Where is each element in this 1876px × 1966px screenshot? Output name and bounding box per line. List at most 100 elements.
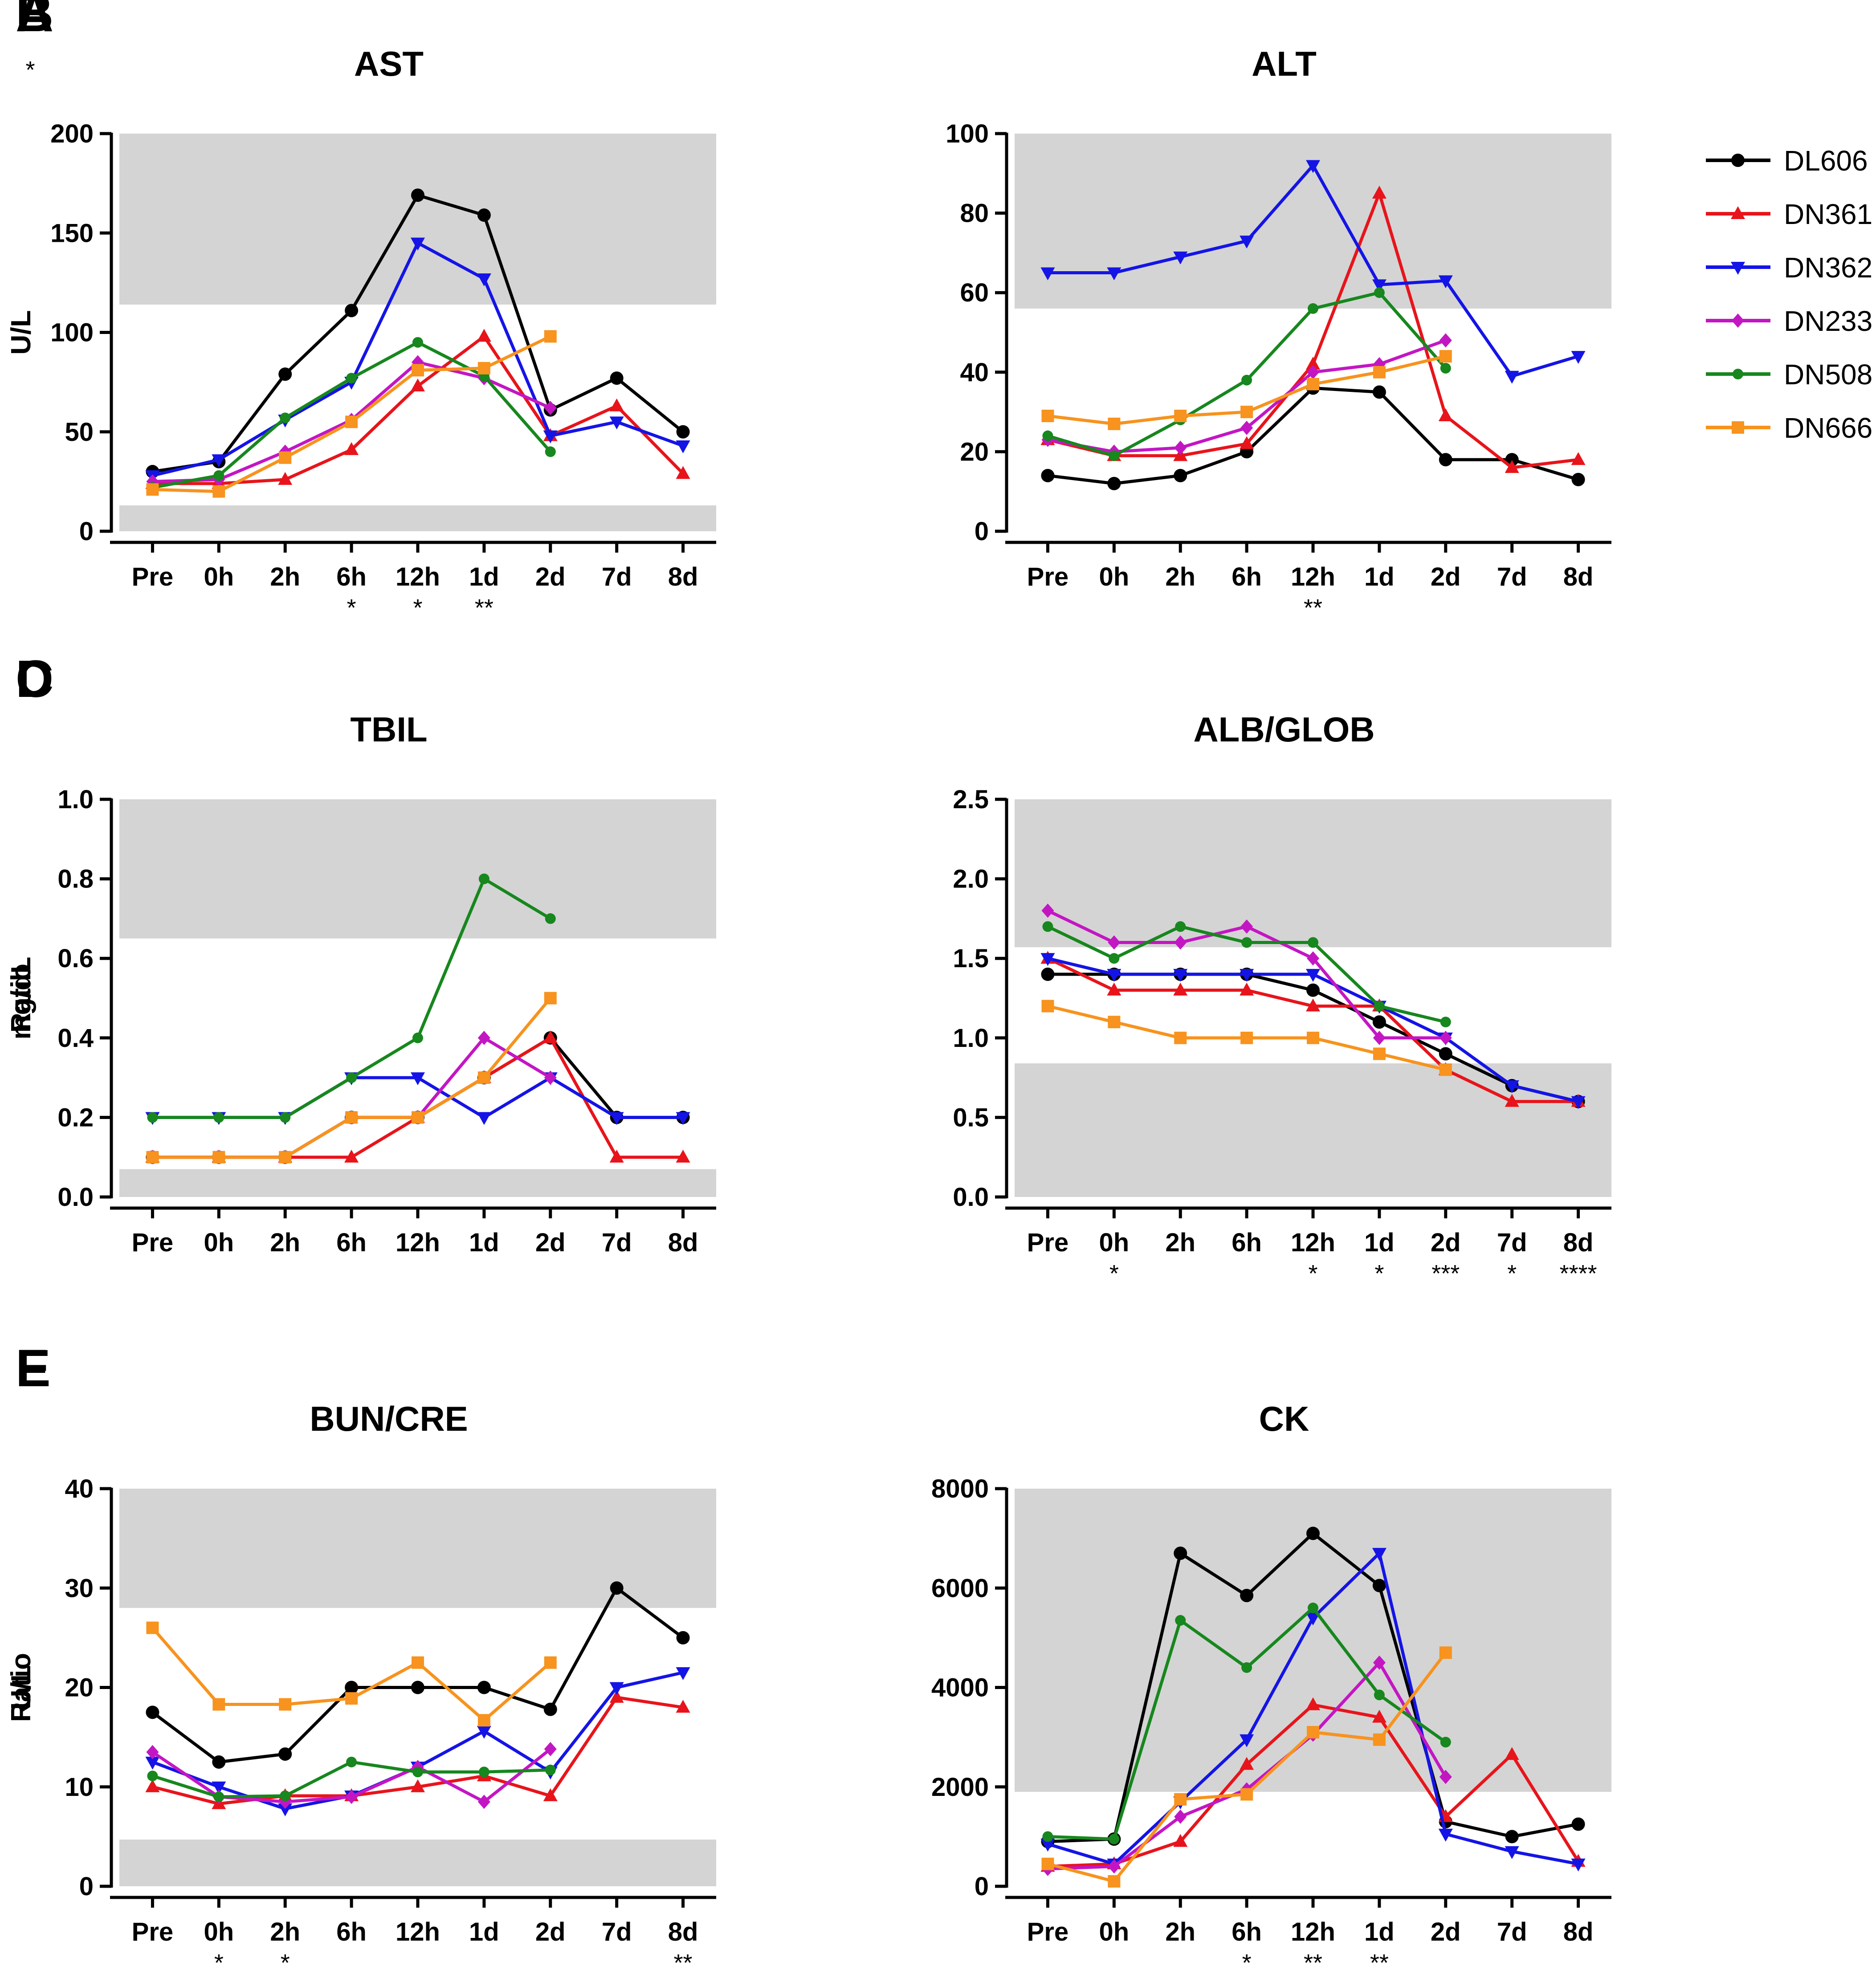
data-point [1438, 1828, 1453, 1842]
y-tick-label: 50 [65, 418, 94, 447]
x-tick-label: 2d [1431, 1228, 1461, 1257]
data-point [1372, 279, 1387, 293]
series-dn666 [1041, 1000, 1452, 1076]
y-tick-label: 0 [79, 517, 94, 546]
data-point [1108, 1875, 1121, 1888]
data-point [1174, 410, 1187, 423]
series-line [151, 1586, 684, 1764]
data-point [278, 367, 292, 381]
data-point [145, 1756, 160, 1770]
y-tick-label: 60 [960, 278, 989, 307]
x-tick-label: 0h [1099, 1228, 1129, 1257]
data-point [477, 1726, 491, 1739]
x-tick-label: 6h [1232, 562, 1262, 591]
data-point [1108, 1016, 1121, 1029]
data-point [145, 1779, 160, 1792]
data-point [345, 1692, 358, 1705]
data-point [279, 451, 292, 464]
x-tick-label: 2h [1165, 1917, 1195, 1946]
data-point [1240, 420, 1253, 435]
data-point [1571, 1817, 1585, 1831]
data-point [1041, 904, 1054, 918]
data-point [1373, 1655, 1386, 1670]
data-point [544, 401, 557, 415]
x-tick-label: 6h [336, 1228, 367, 1257]
series-dn666 [146, 330, 557, 498]
y-tick-label: 0 [975, 1872, 989, 1901]
x-tick-label: 8d [668, 1917, 698, 1946]
x-tick-label: 2h [270, 1917, 300, 1946]
data-point [1240, 1588, 1254, 1602]
significance-mark: * [1109, 1260, 1119, 1287]
data-point [213, 470, 224, 481]
chart-title: CK [1259, 1399, 1309, 1438]
x-tick-label: 1d [1364, 562, 1395, 591]
y-tick-label: 6000 [931, 1574, 989, 1603]
data-point [1175, 921, 1186, 932]
data-point [544, 1071, 557, 1085]
significance-mark: * [1507, 1260, 1517, 1287]
x-tick-label: 0h [204, 1917, 234, 1946]
series-dn508 [1042, 921, 1451, 1028]
legend-label: DN362 [1784, 252, 1872, 284]
data-point [1240, 1788, 1253, 1801]
y-tick-label: 0.4 [57, 1024, 94, 1053]
y-axis-label: U/L [6, 1665, 37, 1710]
data-point [212, 454, 226, 468]
data-point [1440, 1017, 1451, 1028]
x-tick-label: 0h [204, 562, 234, 591]
chart-title: TBIL [350, 710, 427, 749]
x-tick-label: Pre [1027, 1917, 1069, 1946]
data-point [411, 1681, 424, 1694]
data-point [1306, 160, 1320, 173]
data-point [212, 1781, 226, 1795]
series-dl606 [146, 1581, 690, 1769]
data-point [1109, 953, 1120, 964]
y-tick-label: 20 [65, 1673, 94, 1702]
legend-label: DN233 [1784, 305, 1872, 337]
data-point [676, 1700, 690, 1713]
data-point [1505, 460, 1519, 473]
data-point [1505, 1846, 1519, 1859]
series-dn666 [1041, 1646, 1452, 1888]
data-point [676, 1112, 690, 1125]
data-point [1042, 1831, 1053, 1842]
reference-band [119, 1169, 716, 1197]
data-point [1373, 1733, 1386, 1746]
panel-letter: B [16, 0, 53, 43]
data-point [545, 446, 556, 457]
x-tick-label: 0h [1099, 1917, 1129, 1946]
data-point [345, 304, 359, 317]
series-line [1048, 387, 1579, 485]
chart-panel-a: 0 50 100 150 200 Pre 0h 2h 6h * 12h * 1d ** 2d 7d 8d AST A… [6, 0, 716, 621]
y-tick-label: 2.0 [953, 865, 989, 894]
x-tick-label: 0h [204, 1228, 234, 1257]
data-point [1373, 1030, 1386, 1045]
x-tick-label: 12h [1291, 1917, 1335, 1946]
x-tick-label: 7d [1497, 562, 1527, 591]
x-tick-label: 12h [1291, 1228, 1335, 1257]
x-tick-label: 7d [602, 1917, 632, 1946]
data-point [1173, 969, 1188, 982]
data-point [345, 1111, 358, 1124]
reference-band [119, 1840, 716, 1886]
y-tick-label: 100 [50, 318, 94, 347]
data-point [412, 1111, 424, 1124]
data-point [676, 1149, 690, 1163]
data-point [1307, 378, 1319, 391]
significance-mark: **** [1560, 1260, 1597, 1287]
x-tick-label: 2d [535, 1228, 566, 1257]
legend-item: DN666 [1706, 412, 1872, 444]
reference-band [1015, 134, 1611, 309]
data-point [345, 1681, 359, 1694]
y-tick-label: 80 [960, 199, 989, 228]
data-point [1374, 1001, 1385, 1012]
y-tick-label: 0.2 [57, 1103, 94, 1132]
series-dn362 [145, 237, 690, 483]
data-point [412, 364, 424, 377]
chart-panel-c: 0.0 0.2 0.4 0.6 0.8 1.0 Pre 0h 2h 6h 12h 1d 2d 7d 8d TB… [6, 650, 716, 1257]
data-point [280, 1790, 291, 1801]
data-point [279, 1151, 292, 1164]
data-point [1440, 362, 1451, 374]
y-tick-label: 0.6 [57, 944, 94, 973]
